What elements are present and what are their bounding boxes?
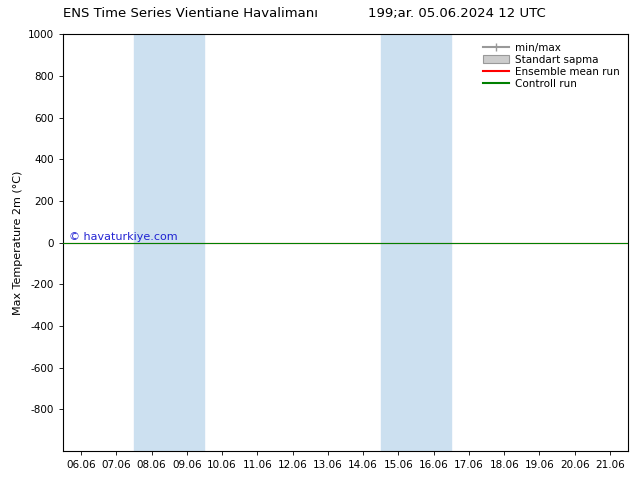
Y-axis label: Max Temperature 2m (°C): Max Temperature 2m (°C) — [13, 171, 23, 315]
Text: © havaturkiye.com: © havaturkiye.com — [69, 232, 178, 243]
Text: ENS Time Series Vientiane Havalimanı: ENS Time Series Vientiane Havalimanı — [63, 7, 318, 21]
Bar — [381, 34, 451, 451]
Bar — [134, 34, 204, 451]
Text: 199;ar. 05.06.2024 12 UTC: 199;ar. 05.06.2024 12 UTC — [368, 7, 545, 21]
Legend: min/max, Standart sapma, Ensemble mean run, Controll run: min/max, Standart sapma, Ensemble mean r… — [480, 40, 623, 92]
